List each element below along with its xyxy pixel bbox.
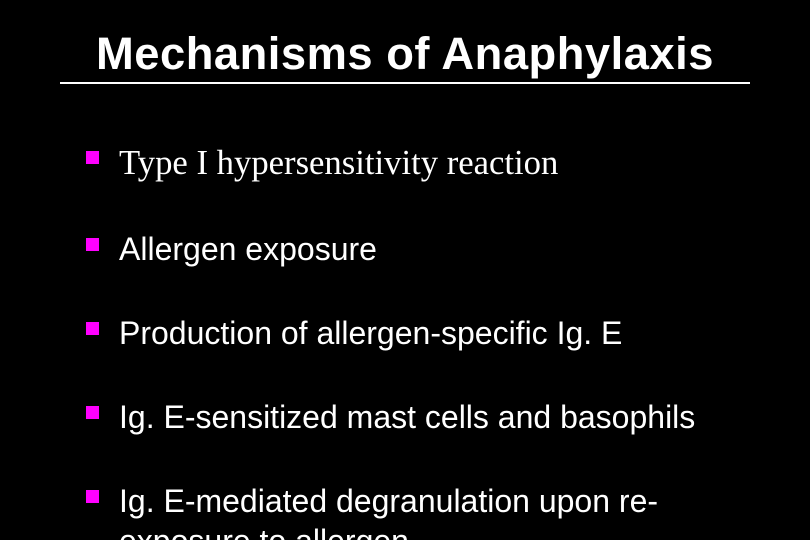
bullet-text: Ig. E-mediated degranulation upon re-exp… <box>119 481 740 540</box>
list-item: Ig. E-mediated degranulation upon re-exp… <box>86 481 740 540</box>
bullet-square-icon <box>86 238 99 251</box>
bullet-text: Production of allergen-specific Ig. E <box>119 313 622 353</box>
slide: Mechanisms of Anaphylaxis Type I hyperse… <box>0 0 810 540</box>
slide-title: Mechanisms of Anaphylaxis <box>60 28 750 80</box>
bullet-text: Type I hypersensitivity reaction <box>119 142 558 185</box>
list-item: Allergen exposure <box>86 229 740 269</box>
list-item: Production of allergen-specific Ig. E <box>86 313 740 353</box>
bullet-text: Allergen exposure <box>119 229 377 269</box>
bullet-square-icon <box>86 322 99 335</box>
title-underline: Mechanisms of Anaphylaxis <box>60 28 750 84</box>
list-item: Type I hypersensitivity reaction <box>86 142 740 185</box>
bullet-square-icon <box>86 151 99 164</box>
bullet-list: Type I hypersensitivity reaction Allerge… <box>60 142 750 540</box>
bullet-square-icon <box>86 490 99 503</box>
list-item: Ig. E-sensitized mast cells and basophil… <box>86 397 740 437</box>
bullet-text: Ig. E-sensitized mast cells and basophil… <box>119 397 695 437</box>
bullet-square-icon <box>86 406 99 419</box>
